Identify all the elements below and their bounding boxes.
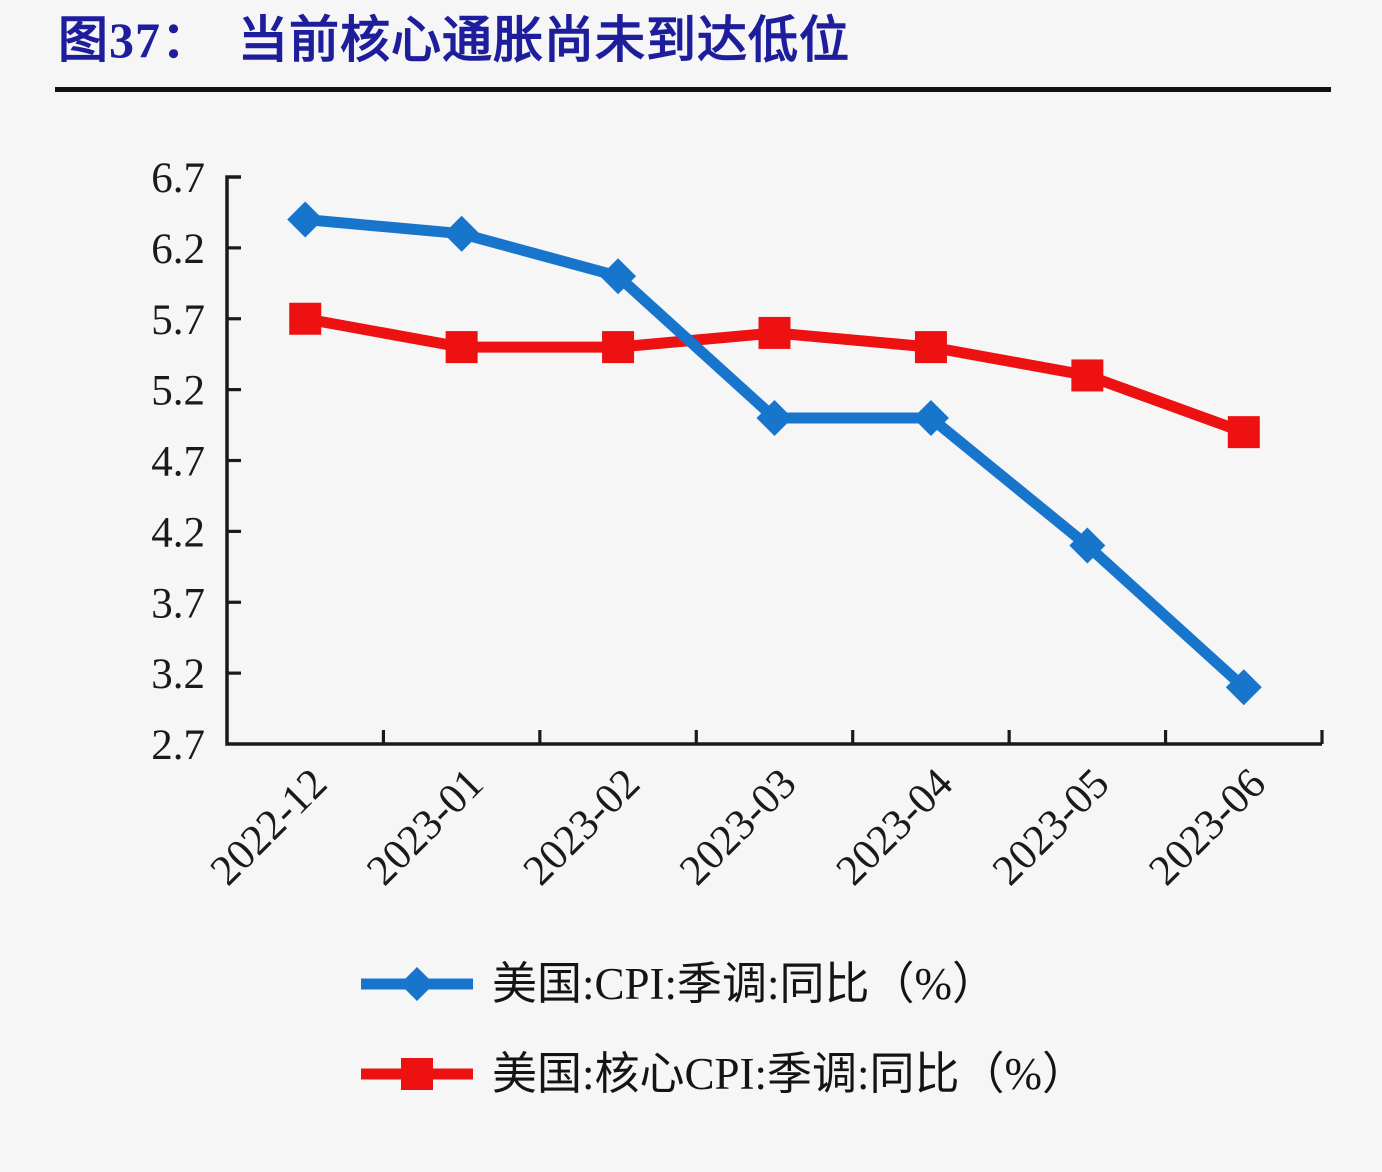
x-tick-label: 2023-01 bbox=[358, 760, 493, 895]
x-tick-label: 2023-02 bbox=[515, 760, 650, 895]
legend-label-core-cpi: 美国:核心CPI:季调:同比（%） bbox=[492, 1049, 1088, 1099]
series-marker-diamond-0 bbox=[1069, 527, 1106, 564]
y-tick-label: 4.7 bbox=[151, 439, 205, 486]
series-marker-square-1 bbox=[602, 331, 635, 364]
series-marker-square-1 bbox=[1227, 416, 1260, 449]
x-tick-label: 2022-12 bbox=[202, 760, 337, 895]
figure-title: 图37： 当前核心通胀尚未到达低位 bbox=[58, 12, 850, 68]
title-rule bbox=[55, 87, 1331, 92]
series-marker-diamond-0 bbox=[912, 399, 949, 436]
series-marker-diamond-0 bbox=[756, 399, 793, 436]
axes bbox=[225, 175, 1322, 746]
series-marker-square-1 bbox=[758, 316, 791, 349]
y-tick-label: 6.2 bbox=[151, 226, 205, 273]
x-tick-label: 2023-04 bbox=[827, 760, 962, 895]
y-tick-label: 5.2 bbox=[151, 368, 205, 415]
legend-marker-cpi-diamond-icon bbox=[361, 967, 473, 1001]
x-tick-label: 2023-03 bbox=[671, 760, 806, 895]
legend-label-cpi: 美国:CPI:季调:同比（%） bbox=[492, 959, 998, 1009]
y-tick-label: 2.7 bbox=[151, 722, 205, 769]
series-marker-diamond-0 bbox=[1225, 669, 1262, 706]
y-tick-label: 3.7 bbox=[151, 580, 205, 627]
legend-marker-core-cpi-square-icon bbox=[361, 1058, 473, 1090]
series-marker-square-1 bbox=[289, 302, 322, 335]
series-marker-diamond-0 bbox=[443, 215, 480, 252]
y-tick-label: 4.2 bbox=[151, 509, 205, 556]
series-marker-square-1 bbox=[445, 331, 478, 364]
chart-legend: 美国:CPI:季调:同比（%） 美国:核心CPI:季调:同比（%） bbox=[358, 958, 1087, 1100]
series-marker-diamond-0 bbox=[287, 201, 324, 238]
y-tick-label: 5.7 bbox=[151, 297, 205, 344]
series-line-0 bbox=[304, 214, 1248, 692]
x-tick-label: 2023-05 bbox=[984, 760, 1119, 895]
y-tick-label: 6.7 bbox=[151, 155, 205, 202]
x-tick-label: 2023-06 bbox=[1140, 760, 1275, 895]
legend-item-core-cpi: 美国:核心CPI:季调:同比（%） bbox=[358, 1048, 1087, 1100]
series-marker-square-1 bbox=[914, 331, 947, 364]
series-marker-diamond-0 bbox=[600, 258, 637, 295]
series-marker-square-1 bbox=[1071, 359, 1104, 392]
y-tick-label: 3.2 bbox=[151, 651, 205, 698]
legend-item-cpi: 美国:CPI:季调:同比（%） bbox=[358, 958, 1087, 1010]
